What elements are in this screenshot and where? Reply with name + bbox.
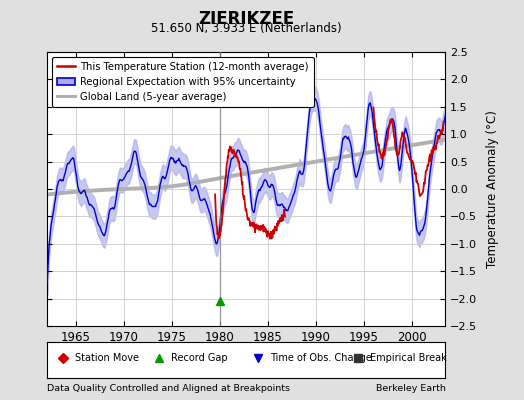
Text: Data Quality Controlled and Aligned at Breakpoints: Data Quality Controlled and Aligned at B… <box>47 384 290 393</box>
Y-axis label: Temperature Anomaly (°C): Temperature Anomaly (°C) <box>486 110 499 268</box>
Text: Station Move: Station Move <box>75 353 139 363</box>
Text: 51.650 N, 3.933 E (Netherlands): 51.650 N, 3.933 E (Netherlands) <box>151 22 342 35</box>
Text: Record Gap: Record Gap <box>171 353 227 363</box>
Text: Time of Obs. Change: Time of Obs. Change <box>270 353 372 363</box>
Legend: This Temperature Station (12-month average), Regional Expectation with 95% uncer: This Temperature Station (12-month avera… <box>52 57 314 107</box>
Text: ZIERIKZEE: ZIERIKZEE <box>198 10 294 28</box>
Text: Berkeley Earth: Berkeley Earth <box>376 384 445 393</box>
Text: Empirical Break: Empirical Break <box>370 353 446 363</box>
